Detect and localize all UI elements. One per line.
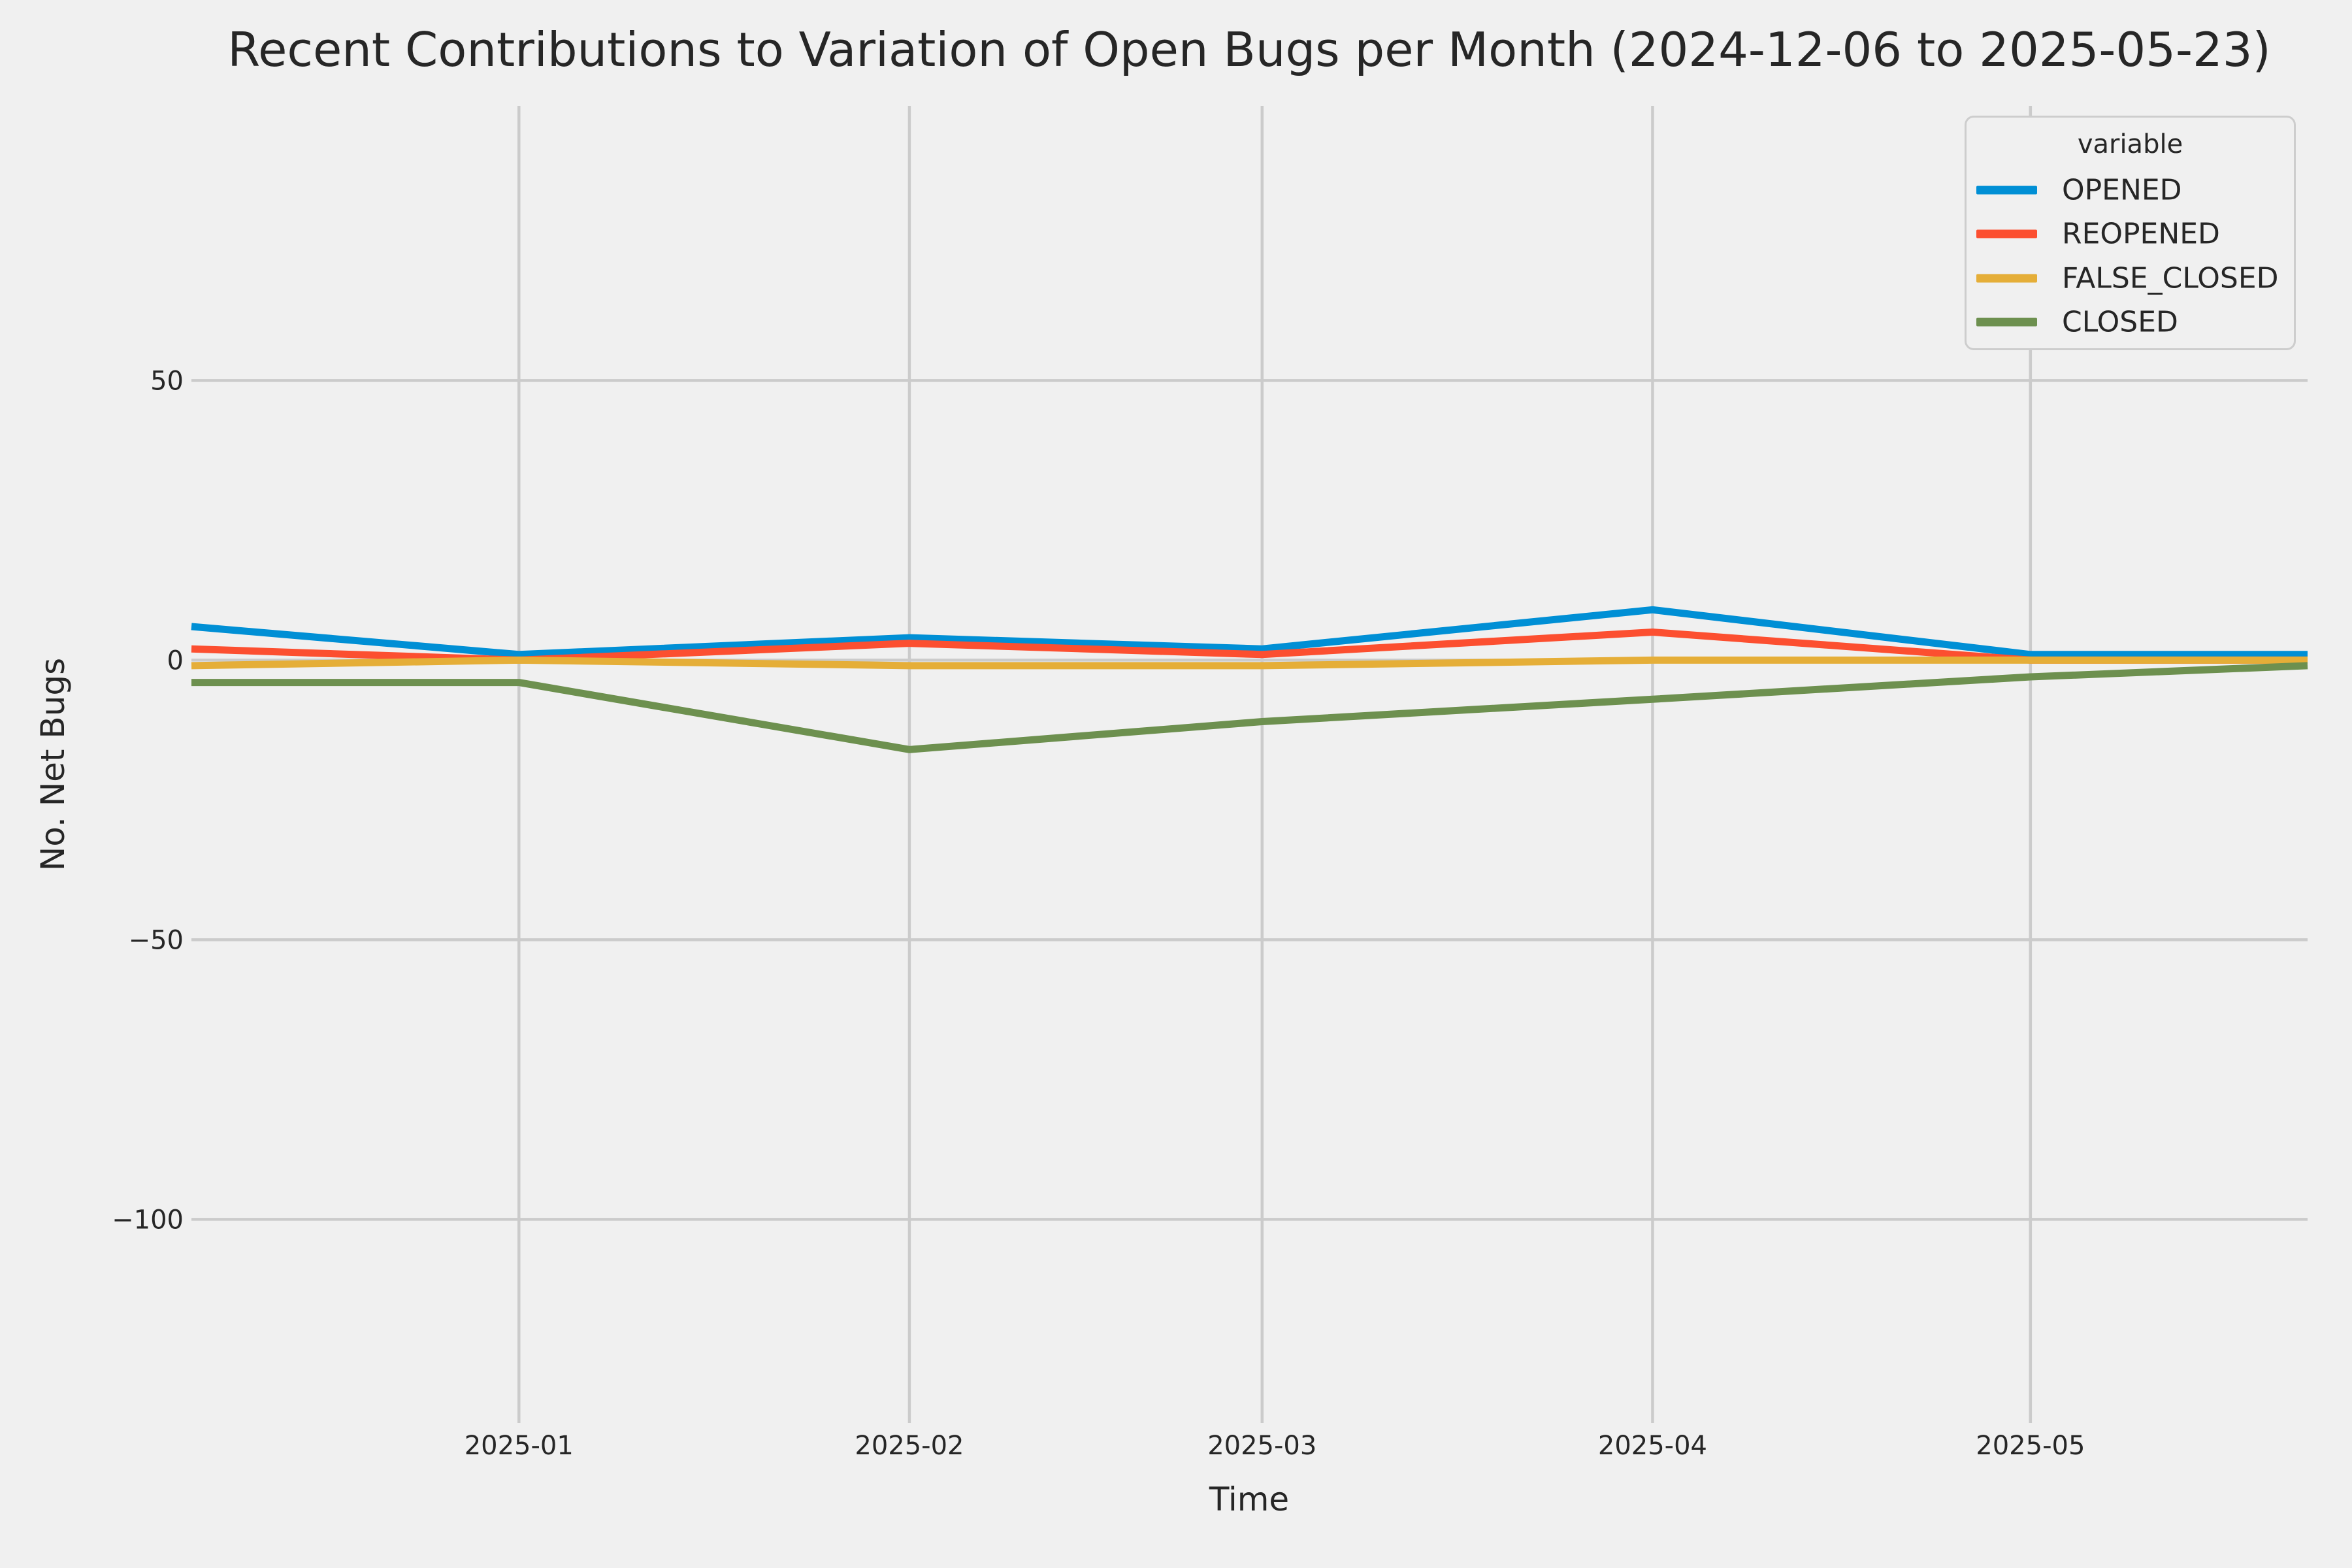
y-tick-label: −100: [112, 1205, 184, 1235]
legend-item-label: REOPENED: [2062, 217, 2220, 251]
x-tick-label: 2025-04: [1598, 1431, 1707, 1461]
legend-item-OPENED: OPENED: [1967, 173, 2294, 207]
series-line-OPENED: [191, 606, 2308, 659]
x-tick-label: 2025-02: [855, 1431, 964, 1461]
legend-item-label: CLOSED: [2062, 305, 2178, 339]
series-line-FALSE_CLOSED: [191, 656, 2308, 670]
legend-swatch: [1976, 274, 2037, 283]
x-tick-label: 2025-03: [1207, 1431, 1316, 1461]
legend-swatch: [1976, 318, 2037, 327]
y-tick-label: −50: [129, 925, 184, 955]
x-axis-label: Time: [1209, 1480, 1289, 1518]
legend-swatch: [1976, 186, 2037, 195]
y-axis-tick-labels: 50 0 −50 −100: [112, 366, 184, 1235]
series-line-CLOSED: [191, 662, 2308, 753]
y-tick-label: 50: [150, 366, 184, 396]
legend-item-FALSE_CLOSED: FALSE_CLOSED: [1967, 261, 2294, 295]
x-axis-tick-labels: 2025-01 2025-02 2025-03 2025-04 2025-05: [465, 1431, 2085, 1461]
legend-swatch: [1976, 229, 2037, 238]
legend-item-label: FALSE_CLOSED: [2062, 261, 2279, 295]
legend-title: variable: [2077, 129, 2183, 159]
x-tick-label: 2025-01: [465, 1431, 574, 1461]
series-lines: [191, 606, 2308, 753]
legend-item-CLOSED: CLOSED: [1967, 305, 2294, 339]
legend: variable OPENED REOPENED FALSE_CLOSED CLOSE…: [1965, 116, 2296, 350]
y-tick-label: 0: [167, 645, 184, 676]
y-axis-label: No. Net Bugs: [34, 658, 72, 871]
legend-item-REOPENED: REOPENED: [1967, 217, 2294, 251]
x-tick-label: 2025-05: [1976, 1431, 2085, 1461]
chart-title: Recent Contributions to Variation of Ope…: [227, 22, 2271, 77]
legend-item-label: OPENED: [2062, 173, 2182, 207]
